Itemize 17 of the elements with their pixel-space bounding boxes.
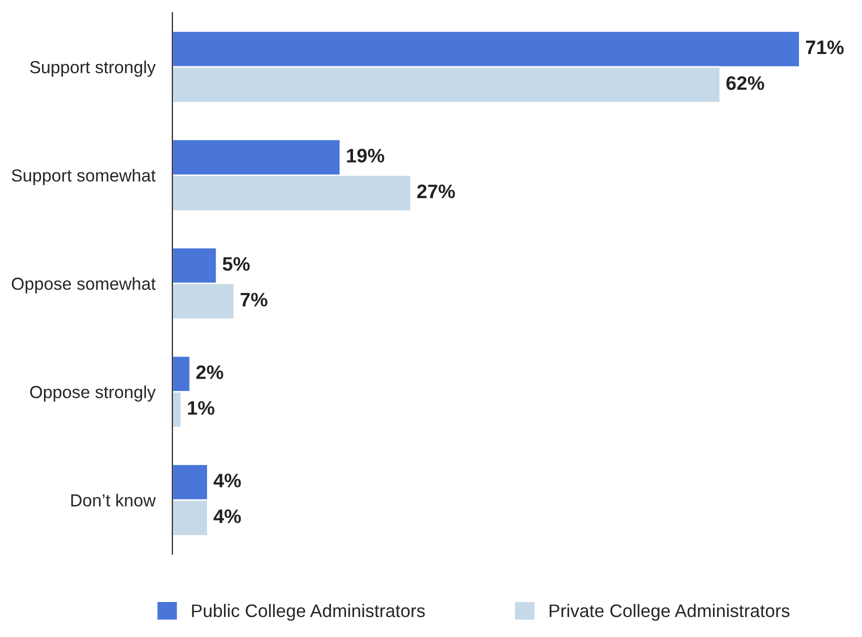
- data-label: 71%: [806, 40, 844, 54]
- y-tick-label: Support somewhat: [12, 168, 156, 186]
- data-label: 2%: [196, 365, 224, 380]
- data-label: 1%: [188, 401, 214, 415]
- y-tick-label: Oppose strongly: [30, 385, 156, 402]
- data-label: 62%: [726, 76, 764, 90]
- data-label: 4%: [214, 474, 241, 488]
- data-label: 7%: [240, 292, 268, 307]
- data-label: 5%: [222, 257, 250, 271]
- data-label: 19%: [347, 148, 384, 163]
- y-tick-label: Support strongly: [30, 60, 156, 77]
- y-tick-label: Oppose somewhat: [12, 277, 156, 294]
- legend-label: Public College Administrators: [192, 604, 425, 621]
- data-label: 27%: [417, 184, 455, 198]
- legend-label: Private College Administrators: [550, 604, 790, 621]
- data-label: 4%: [214, 509, 241, 524]
- y-tick-label: Don’t know: [71, 494, 156, 507]
